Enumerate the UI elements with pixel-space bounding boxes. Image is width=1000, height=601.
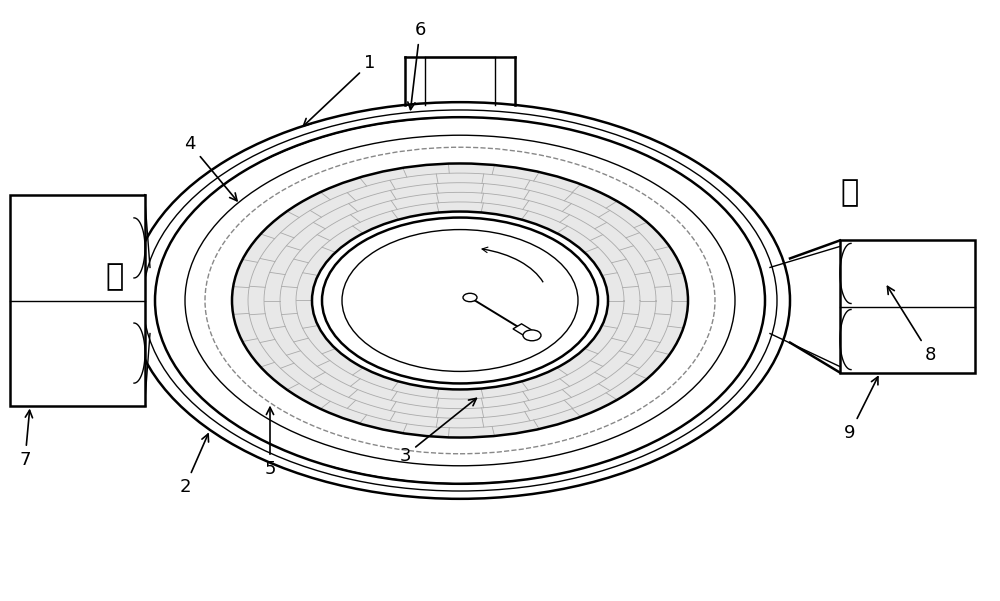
Bar (10, 195, 145, 406)
Text: 1: 1 (303, 54, 376, 126)
Text: 6: 6 (408, 21, 426, 109)
Text: 3: 3 (399, 398, 476, 465)
Circle shape (463, 293, 477, 302)
Text: 2: 2 (179, 434, 209, 496)
Text: 轻: 轻 (841, 178, 859, 207)
Text: 重: 重 (106, 262, 124, 291)
Circle shape (523, 330, 541, 341)
Text: 7: 7 (19, 410, 33, 469)
Text: 4: 4 (184, 135, 237, 201)
Bar (513, 324, 537, 338)
Bar (840, 240, 975, 373)
Text: 5: 5 (264, 407, 276, 478)
Text: 9: 9 (844, 377, 878, 442)
Text: 8: 8 (887, 287, 936, 364)
